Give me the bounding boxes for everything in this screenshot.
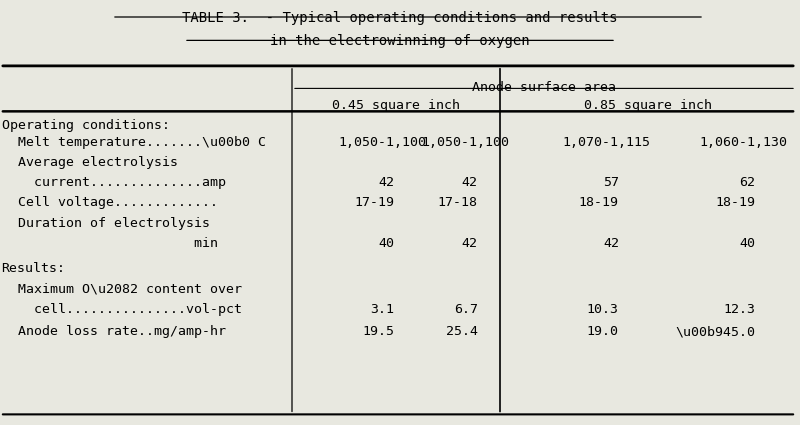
Text: \u00b945.0: \u00b945.0 [675, 325, 755, 338]
Text: 40: 40 [739, 237, 755, 250]
Text: 42: 42 [462, 237, 478, 250]
Text: 42: 42 [603, 237, 619, 250]
Text: Results:: Results: [2, 262, 66, 275]
Text: 18-19: 18-19 [579, 196, 619, 210]
Text: Melt temperature.......\u00b0 C: Melt temperature.......\u00b0 C [2, 136, 266, 149]
Text: Cell voltage.............: Cell voltage............. [2, 196, 218, 210]
Text: 1,070-1,115: 1,070-1,115 [563, 136, 651, 149]
Text: 42: 42 [378, 176, 394, 190]
Text: 1,060-1,130: 1,060-1,130 [699, 136, 787, 149]
Text: 6.7: 6.7 [454, 303, 478, 316]
Text: cell...............vol-pct: cell...............vol-pct [2, 303, 242, 316]
Text: 0.85 square inch: 0.85 square inch [584, 99, 712, 112]
Text: 0.45 square inch: 0.45 square inch [332, 99, 460, 112]
Text: 10.3: 10.3 [587, 303, 619, 316]
Text: 12.3: 12.3 [723, 303, 755, 316]
Text: 1,050-1,100: 1,050-1,100 [338, 136, 426, 149]
Text: 62: 62 [739, 176, 755, 190]
Text: Average electrolysis: Average electrolysis [2, 156, 178, 170]
Text: 57: 57 [603, 176, 619, 190]
Text: Anode surface area: Anode surface area [472, 81, 616, 94]
Text: Anode loss rate..mg/amp-hr: Anode loss rate..mg/amp-hr [2, 325, 226, 338]
Text: 19.0: 19.0 [587, 325, 619, 338]
Text: min: min [2, 237, 218, 250]
Text: 1,050-1,100: 1,050-1,100 [422, 136, 510, 149]
Text: Duration of electrolysis: Duration of electrolysis [2, 217, 210, 230]
Text: 40: 40 [378, 237, 394, 250]
Text: Operating conditions:: Operating conditions: [2, 119, 170, 132]
Text: 17-18: 17-18 [438, 196, 478, 210]
Text: 3.1: 3.1 [370, 303, 394, 316]
Text: TABLE 3.  - Typical operating conditions and results: TABLE 3. - Typical operating conditions … [182, 11, 618, 25]
Text: 19.5: 19.5 [362, 325, 394, 338]
Text: 42: 42 [462, 176, 478, 190]
Text: current..............amp: current..............amp [2, 176, 226, 190]
Text: 18-19: 18-19 [715, 196, 755, 210]
Text: in the electrowinning of oxygen: in the electrowinning of oxygen [270, 34, 530, 48]
Text: 25.4: 25.4 [446, 325, 478, 338]
Text: 17-19: 17-19 [354, 196, 394, 210]
Text: Maximum O\u2082 content over: Maximum O\u2082 content over [2, 283, 242, 296]
